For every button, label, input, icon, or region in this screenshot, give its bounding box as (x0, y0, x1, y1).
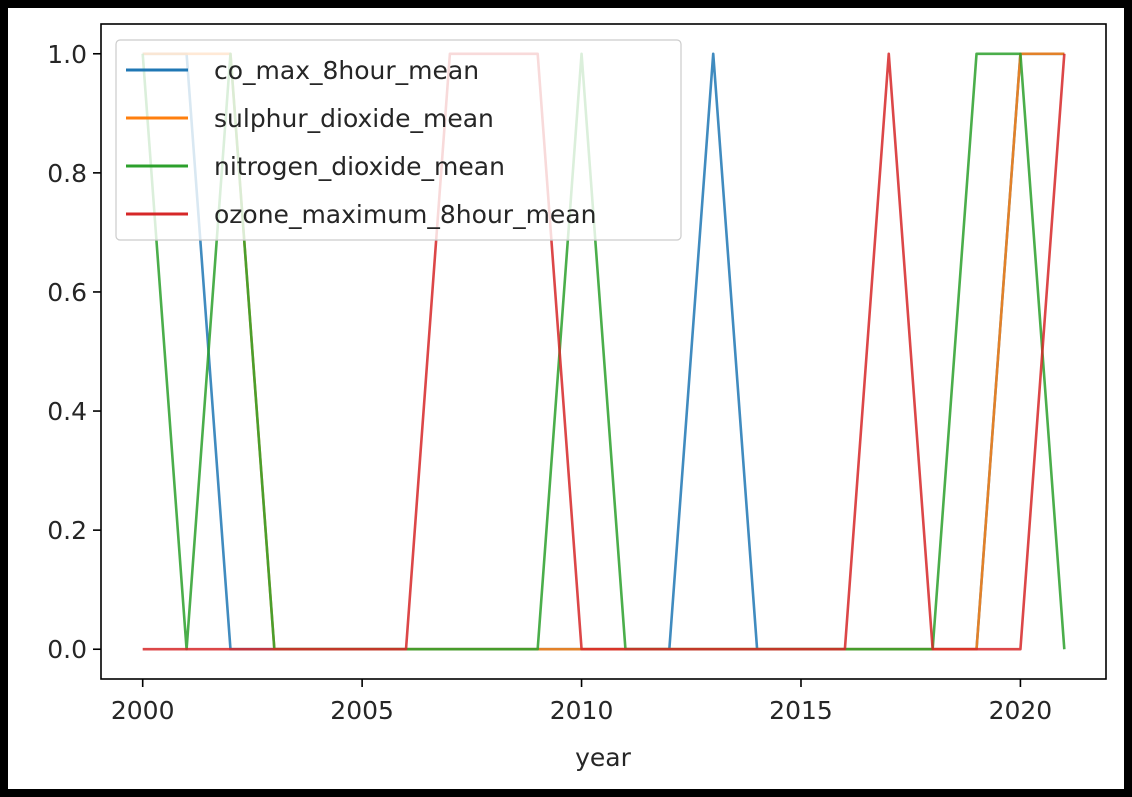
x-tick-label: 2020 (989, 696, 1053, 725)
legend: co_max_8hour_mean sulphur_dioxide_meannit… (115, 39, 682, 241)
x-tick-label: 2015 (769, 696, 833, 725)
y-tick-label: 0.0 (47, 635, 87, 664)
y-tick-label: 0.4 (47, 397, 87, 426)
line-chart: 2000 2005 2010 2015 2020 0.0 0.2 0.4 0.6 0.8 1.0 y… (47, 23, 1107, 772)
series-lines (141, 52, 1066, 651)
series-line-ozone_maximum_8hour_mean (142, 52, 1066, 651)
y-tick-label: 0.8 (47, 159, 87, 188)
x-axis-title: year (575, 743, 631, 772)
x-tick-label: 2005 (330, 696, 394, 725)
y-tick-label: 1.0 (47, 40, 87, 69)
x-tick-label: 2010 (550, 696, 614, 725)
x-tick-label: 2000 (111, 696, 175, 725)
chart-figure: 2000 2005 2010 2015 2020 0.0 0.2 0.4 0.6 0.8 1.0 y… (8, 8, 1124, 789)
legend-label-nitrogen_dioxide_mean: nitrogen_dioxide_mean (214, 152, 505, 181)
legend-box (115, 39, 682, 241)
legend-label-sulphur_dioxide_mean: sulphur_dioxide_mean (214, 104, 494, 133)
axis-ticks: 2000 2005 2010 2015 2020 0.0 0.2 0.4 0.6 0.8 1.0 (47, 40, 1052, 725)
plot-area-frame (100, 23, 1107, 680)
legend-label-co_max_8hour_mean: co_max_8hour_mean (214, 56, 479, 85)
y-tick-label: 0.6 (47, 278, 87, 307)
legend-label-ozone_maximum_8hour_mean: ozone_maximum_8hour_mean (214, 200, 596, 229)
y-tick-label: 0.2 (47, 516, 87, 545)
